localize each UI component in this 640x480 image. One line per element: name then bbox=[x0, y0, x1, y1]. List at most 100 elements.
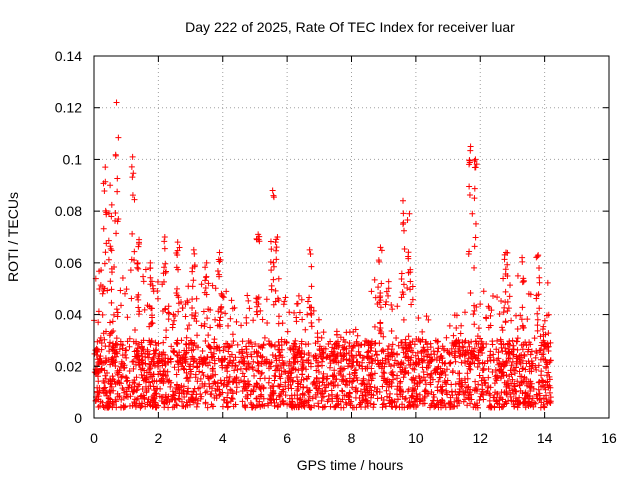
data-point bbox=[337, 334, 344, 341]
data-point bbox=[477, 301, 484, 308]
data-point bbox=[340, 353, 347, 360]
data-point bbox=[186, 374, 193, 381]
data-point bbox=[389, 341, 396, 348]
data-point bbox=[400, 227, 407, 234]
data-point bbox=[507, 393, 514, 400]
data-point bbox=[273, 256, 280, 263]
data-point bbox=[327, 380, 334, 387]
data-point bbox=[472, 378, 479, 385]
data-point bbox=[291, 341, 298, 348]
data-point bbox=[97, 353, 104, 360]
data-point bbox=[545, 347, 552, 354]
data-point bbox=[163, 327, 170, 334]
data-point bbox=[152, 350, 159, 357]
data-point bbox=[176, 390, 183, 397]
data-point bbox=[300, 364, 307, 371]
data-point bbox=[98, 358, 105, 365]
data-point bbox=[475, 381, 482, 388]
data-point bbox=[270, 276, 277, 283]
data-point bbox=[411, 366, 418, 373]
data-point bbox=[178, 398, 185, 405]
data-point bbox=[97, 334, 104, 341]
data-point bbox=[394, 303, 401, 310]
data-point bbox=[271, 372, 278, 379]
data-point bbox=[354, 377, 361, 384]
data-point bbox=[467, 391, 474, 398]
data-point bbox=[466, 389, 473, 396]
data-point bbox=[532, 400, 539, 407]
data-point bbox=[420, 368, 427, 375]
data-point bbox=[311, 402, 318, 409]
data-point bbox=[254, 295, 261, 302]
data-point bbox=[462, 389, 469, 396]
data-point bbox=[400, 281, 407, 288]
data-point bbox=[441, 347, 448, 354]
data-point bbox=[203, 273, 210, 280]
data-point bbox=[147, 274, 154, 281]
data-point bbox=[343, 401, 350, 408]
data-point bbox=[472, 164, 479, 171]
data-point bbox=[372, 339, 379, 346]
data-point bbox=[204, 404, 211, 411]
data-point bbox=[519, 365, 526, 372]
data-point bbox=[192, 310, 199, 317]
data-point bbox=[502, 288, 509, 295]
data-point bbox=[110, 327, 117, 334]
data-point bbox=[343, 329, 350, 336]
data-point bbox=[415, 355, 422, 362]
data-point bbox=[527, 388, 534, 395]
data-point bbox=[405, 344, 412, 351]
data-point bbox=[200, 356, 207, 363]
data-point bbox=[547, 357, 554, 364]
data-point bbox=[365, 348, 372, 355]
data-point bbox=[194, 344, 201, 351]
data-point bbox=[115, 215, 122, 222]
data-point bbox=[533, 391, 540, 398]
data-point bbox=[150, 358, 157, 365]
data-point bbox=[264, 400, 271, 407]
data-point bbox=[439, 398, 446, 405]
data-point bbox=[304, 298, 311, 305]
data-point bbox=[194, 397, 201, 404]
data-point bbox=[182, 313, 189, 320]
data-point bbox=[171, 392, 178, 399]
data-point bbox=[378, 329, 385, 336]
data-point bbox=[441, 378, 448, 385]
data-point bbox=[398, 270, 405, 277]
data-point bbox=[118, 360, 125, 367]
data-point bbox=[233, 379, 240, 386]
data-point bbox=[451, 312, 458, 319]
data-point bbox=[292, 343, 299, 350]
data-point bbox=[97, 282, 104, 289]
data-point bbox=[487, 392, 494, 399]
data-point bbox=[307, 404, 314, 411]
data-point bbox=[257, 393, 264, 400]
data-point bbox=[413, 335, 420, 342]
data-point bbox=[374, 352, 381, 359]
data-point bbox=[383, 298, 390, 305]
data-point bbox=[175, 294, 182, 301]
data-point bbox=[502, 319, 509, 326]
data-point bbox=[522, 366, 529, 373]
data-point bbox=[281, 298, 288, 305]
data-point bbox=[547, 339, 554, 346]
data-point bbox=[275, 338, 282, 345]
data-point bbox=[102, 249, 109, 256]
data-point bbox=[126, 403, 133, 410]
data-point bbox=[182, 354, 189, 361]
data-point bbox=[427, 374, 434, 381]
data-point bbox=[414, 383, 421, 390]
data-point bbox=[408, 394, 415, 401]
data-point bbox=[511, 382, 518, 389]
data-point bbox=[261, 375, 268, 382]
data-point bbox=[477, 393, 484, 400]
data-point bbox=[152, 404, 159, 411]
data-point bbox=[537, 347, 544, 354]
data-point bbox=[273, 236, 280, 243]
data-point bbox=[346, 371, 353, 378]
data-point bbox=[401, 245, 408, 252]
data-point bbox=[204, 373, 211, 380]
data-point bbox=[475, 325, 482, 332]
data-point bbox=[183, 369, 190, 376]
data-point bbox=[471, 264, 478, 271]
